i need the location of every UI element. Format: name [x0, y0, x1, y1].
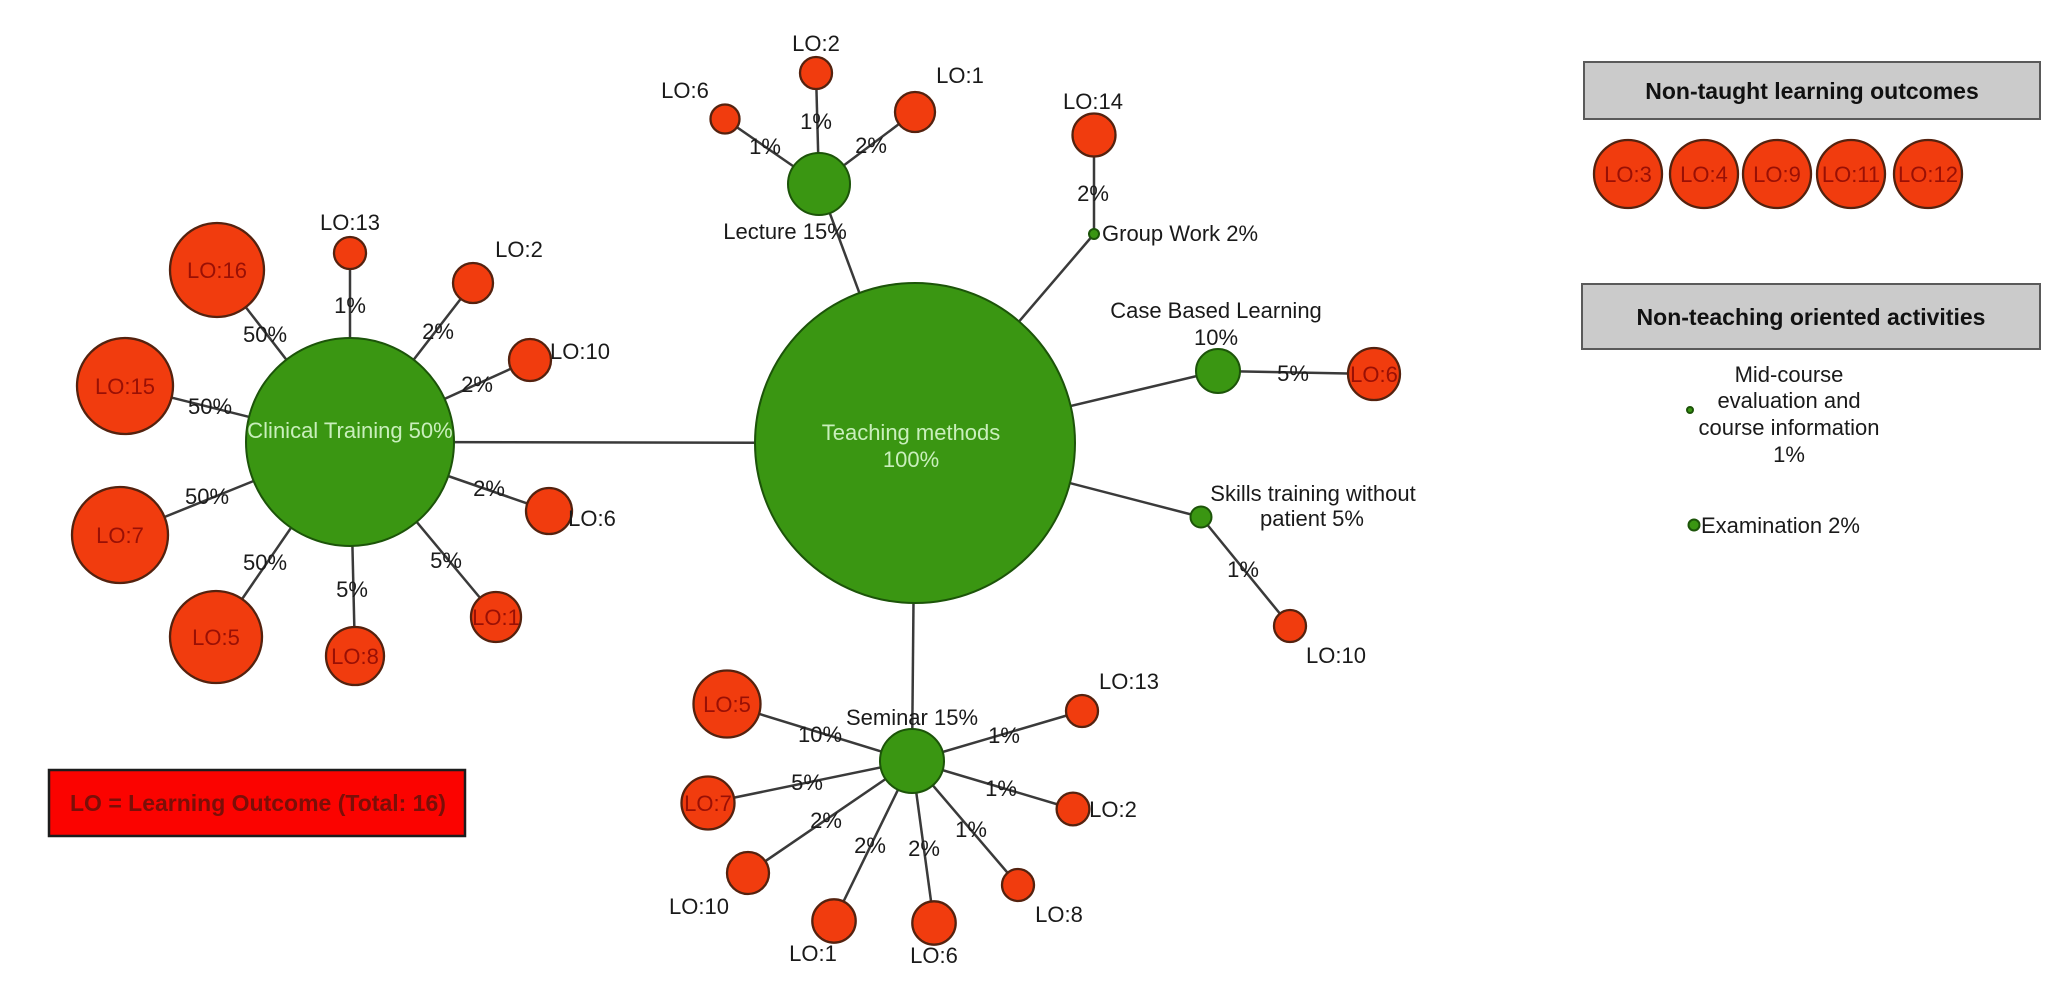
- svg-text:Mid-course: Mid-course: [1735, 362, 1844, 387]
- svg-text:LO:10: LO:10: [669, 894, 729, 919]
- svg-text:LO:13: LO:13: [320, 210, 380, 235]
- svg-text:LO = Learning Outcome (Total:: LO = Learning Outcome (Total: 16): [70, 790, 446, 816]
- svg-text:Seminar 15%: Seminar 15%: [846, 705, 978, 730]
- svg-text:5%: 5%: [1277, 361, 1309, 386]
- svg-text:1%: 1%: [1227, 557, 1259, 582]
- svg-text:2%: 2%: [908, 836, 940, 861]
- svg-text:Non-teaching oriented activiti: Non-teaching oriented activities: [1637, 304, 1986, 330]
- svg-text:1%: 1%: [985, 776, 1017, 801]
- svg-text:50%: 50%: [243, 550, 287, 575]
- svg-text:Non-taught learning outcomes: Non-taught learning outcomes: [1645, 78, 1979, 104]
- svg-text:LO:7: LO:7: [684, 791, 732, 816]
- svg-text:LO:6: LO:6: [661, 78, 709, 103]
- svg-text:LO:2: LO:2: [495, 237, 543, 262]
- svg-text:LO:1: LO:1: [472, 605, 520, 630]
- svg-text:2%: 2%: [810, 808, 842, 833]
- svg-text:LO:6: LO:6: [568, 506, 616, 531]
- svg-text:LO:12: LO:12: [1898, 162, 1958, 187]
- svg-text:50%: 50%: [188, 394, 232, 419]
- svg-text:LO:10: LO:10: [550, 339, 610, 364]
- svg-text:LO:6: LO:6: [1350, 362, 1398, 387]
- svg-text:2%: 2%: [1077, 181, 1109, 206]
- svg-text:LO:5: LO:5: [192, 625, 240, 650]
- svg-text:LO:8: LO:8: [331, 644, 379, 669]
- svg-text:Case Based Learning: Case Based Learning: [1110, 298, 1322, 323]
- svg-text:LO:8: LO:8: [1035, 902, 1083, 927]
- svg-text:Group Work 2%: Group Work 2%: [1102, 221, 1258, 246]
- svg-text:Clinical Training 50%: Clinical Training 50%: [247, 418, 452, 443]
- svg-text:Skills training without: Skills training without: [1210, 481, 1415, 506]
- svg-text:10%: 10%: [798, 722, 842, 747]
- svg-text:5%: 5%: [791, 770, 823, 795]
- svg-text:LO:7: LO:7: [96, 523, 144, 548]
- svg-text:1%: 1%: [955, 817, 987, 842]
- svg-text:course information: course information: [1699, 415, 1880, 440]
- svg-text:LO:4: LO:4: [1680, 162, 1728, 187]
- svg-text:5%: 5%: [430, 548, 462, 573]
- svg-text:1%: 1%: [1773, 442, 1805, 467]
- svg-text:LO:14: LO:14: [1063, 89, 1123, 114]
- svg-text:2%: 2%: [461, 372, 493, 397]
- svg-text:2%: 2%: [854, 833, 886, 858]
- svg-text:5%: 5%: [336, 577, 368, 602]
- svg-text:1%: 1%: [334, 293, 366, 318]
- svg-text:patient 5%: patient 5%: [1260, 506, 1364, 531]
- svg-text:LO:1: LO:1: [789, 941, 837, 966]
- svg-text:LO:3: LO:3: [1604, 162, 1652, 187]
- svg-text:Lecture 15%: Lecture 15%: [723, 219, 847, 244]
- svg-text:1%: 1%: [800, 109, 832, 134]
- svg-text:50%: 50%: [243, 322, 287, 347]
- svg-text:LO:11: LO:11: [1822, 162, 1880, 187]
- svg-text:50%: 50%: [185, 484, 229, 509]
- svg-text:LO:9: LO:9: [1753, 162, 1801, 187]
- svg-text:LO:2: LO:2: [1089, 797, 1137, 822]
- svg-text:LO:5: LO:5: [703, 692, 751, 717]
- svg-text:LO:13: LO:13: [1099, 669, 1159, 694]
- svg-text:10%: 10%: [1194, 325, 1238, 350]
- svg-text:LO:15: LO:15: [95, 374, 155, 399]
- svg-text:LO:6: LO:6: [910, 943, 958, 968]
- svg-text:LO:16: LO:16: [187, 258, 247, 283]
- svg-text:1%: 1%: [749, 134, 781, 159]
- svg-text:100%: 100%: [883, 447, 939, 472]
- svg-text:1%: 1%: [988, 723, 1020, 748]
- svg-text:LO:2: LO:2: [792, 31, 840, 56]
- svg-text:LO:10: LO:10: [1306, 643, 1366, 668]
- svg-text:LO:1: LO:1: [936, 63, 984, 88]
- svg-text:evaluation and: evaluation and: [1717, 388, 1860, 413]
- svg-text:2%: 2%: [422, 319, 454, 344]
- svg-text:2%: 2%: [473, 476, 505, 501]
- svg-text:Examination 2%: Examination 2%: [1701, 513, 1860, 538]
- svg-text:2%: 2%: [855, 133, 887, 158]
- svg-text:Teaching methods: Teaching methods: [822, 420, 1001, 445]
